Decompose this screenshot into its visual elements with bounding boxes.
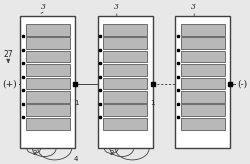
Bar: [26, 37, 70, 49]
Bar: [98, 16, 152, 148]
Bar: [26, 104, 70, 116]
Bar: [103, 64, 147, 76]
Bar: [180, 64, 224, 76]
Bar: [103, 104, 147, 116]
Bar: [180, 37, 224, 49]
Bar: [175, 16, 230, 148]
Text: (-): (-): [238, 80, 248, 89]
Bar: [180, 24, 224, 36]
Bar: [103, 91, 147, 103]
Bar: [103, 51, 147, 62]
Bar: [180, 91, 224, 103]
Bar: [103, 118, 147, 130]
Bar: [26, 78, 70, 89]
Text: 2: 2: [109, 150, 114, 156]
Text: 1: 1: [150, 100, 154, 106]
Bar: [103, 37, 147, 49]
Text: (+): (+): [2, 80, 17, 89]
Text: 4: 4: [74, 156, 78, 162]
Bar: [103, 24, 147, 36]
Bar: [180, 118, 224, 130]
Text: 3: 3: [191, 3, 196, 11]
Text: 3: 3: [114, 3, 119, 11]
Text: 27: 27: [4, 51, 14, 59]
Bar: [26, 91, 70, 103]
Bar: [26, 64, 70, 76]
Bar: [180, 51, 224, 62]
Bar: [26, 24, 70, 36]
Bar: [180, 104, 224, 116]
Bar: [103, 78, 147, 89]
Bar: [26, 51, 70, 62]
Text: 2: 2: [33, 150, 37, 156]
Bar: [180, 78, 224, 89]
Text: 1: 1: [74, 100, 78, 106]
Text: 3: 3: [41, 3, 46, 11]
Bar: [20, 16, 75, 148]
Bar: [26, 118, 70, 130]
